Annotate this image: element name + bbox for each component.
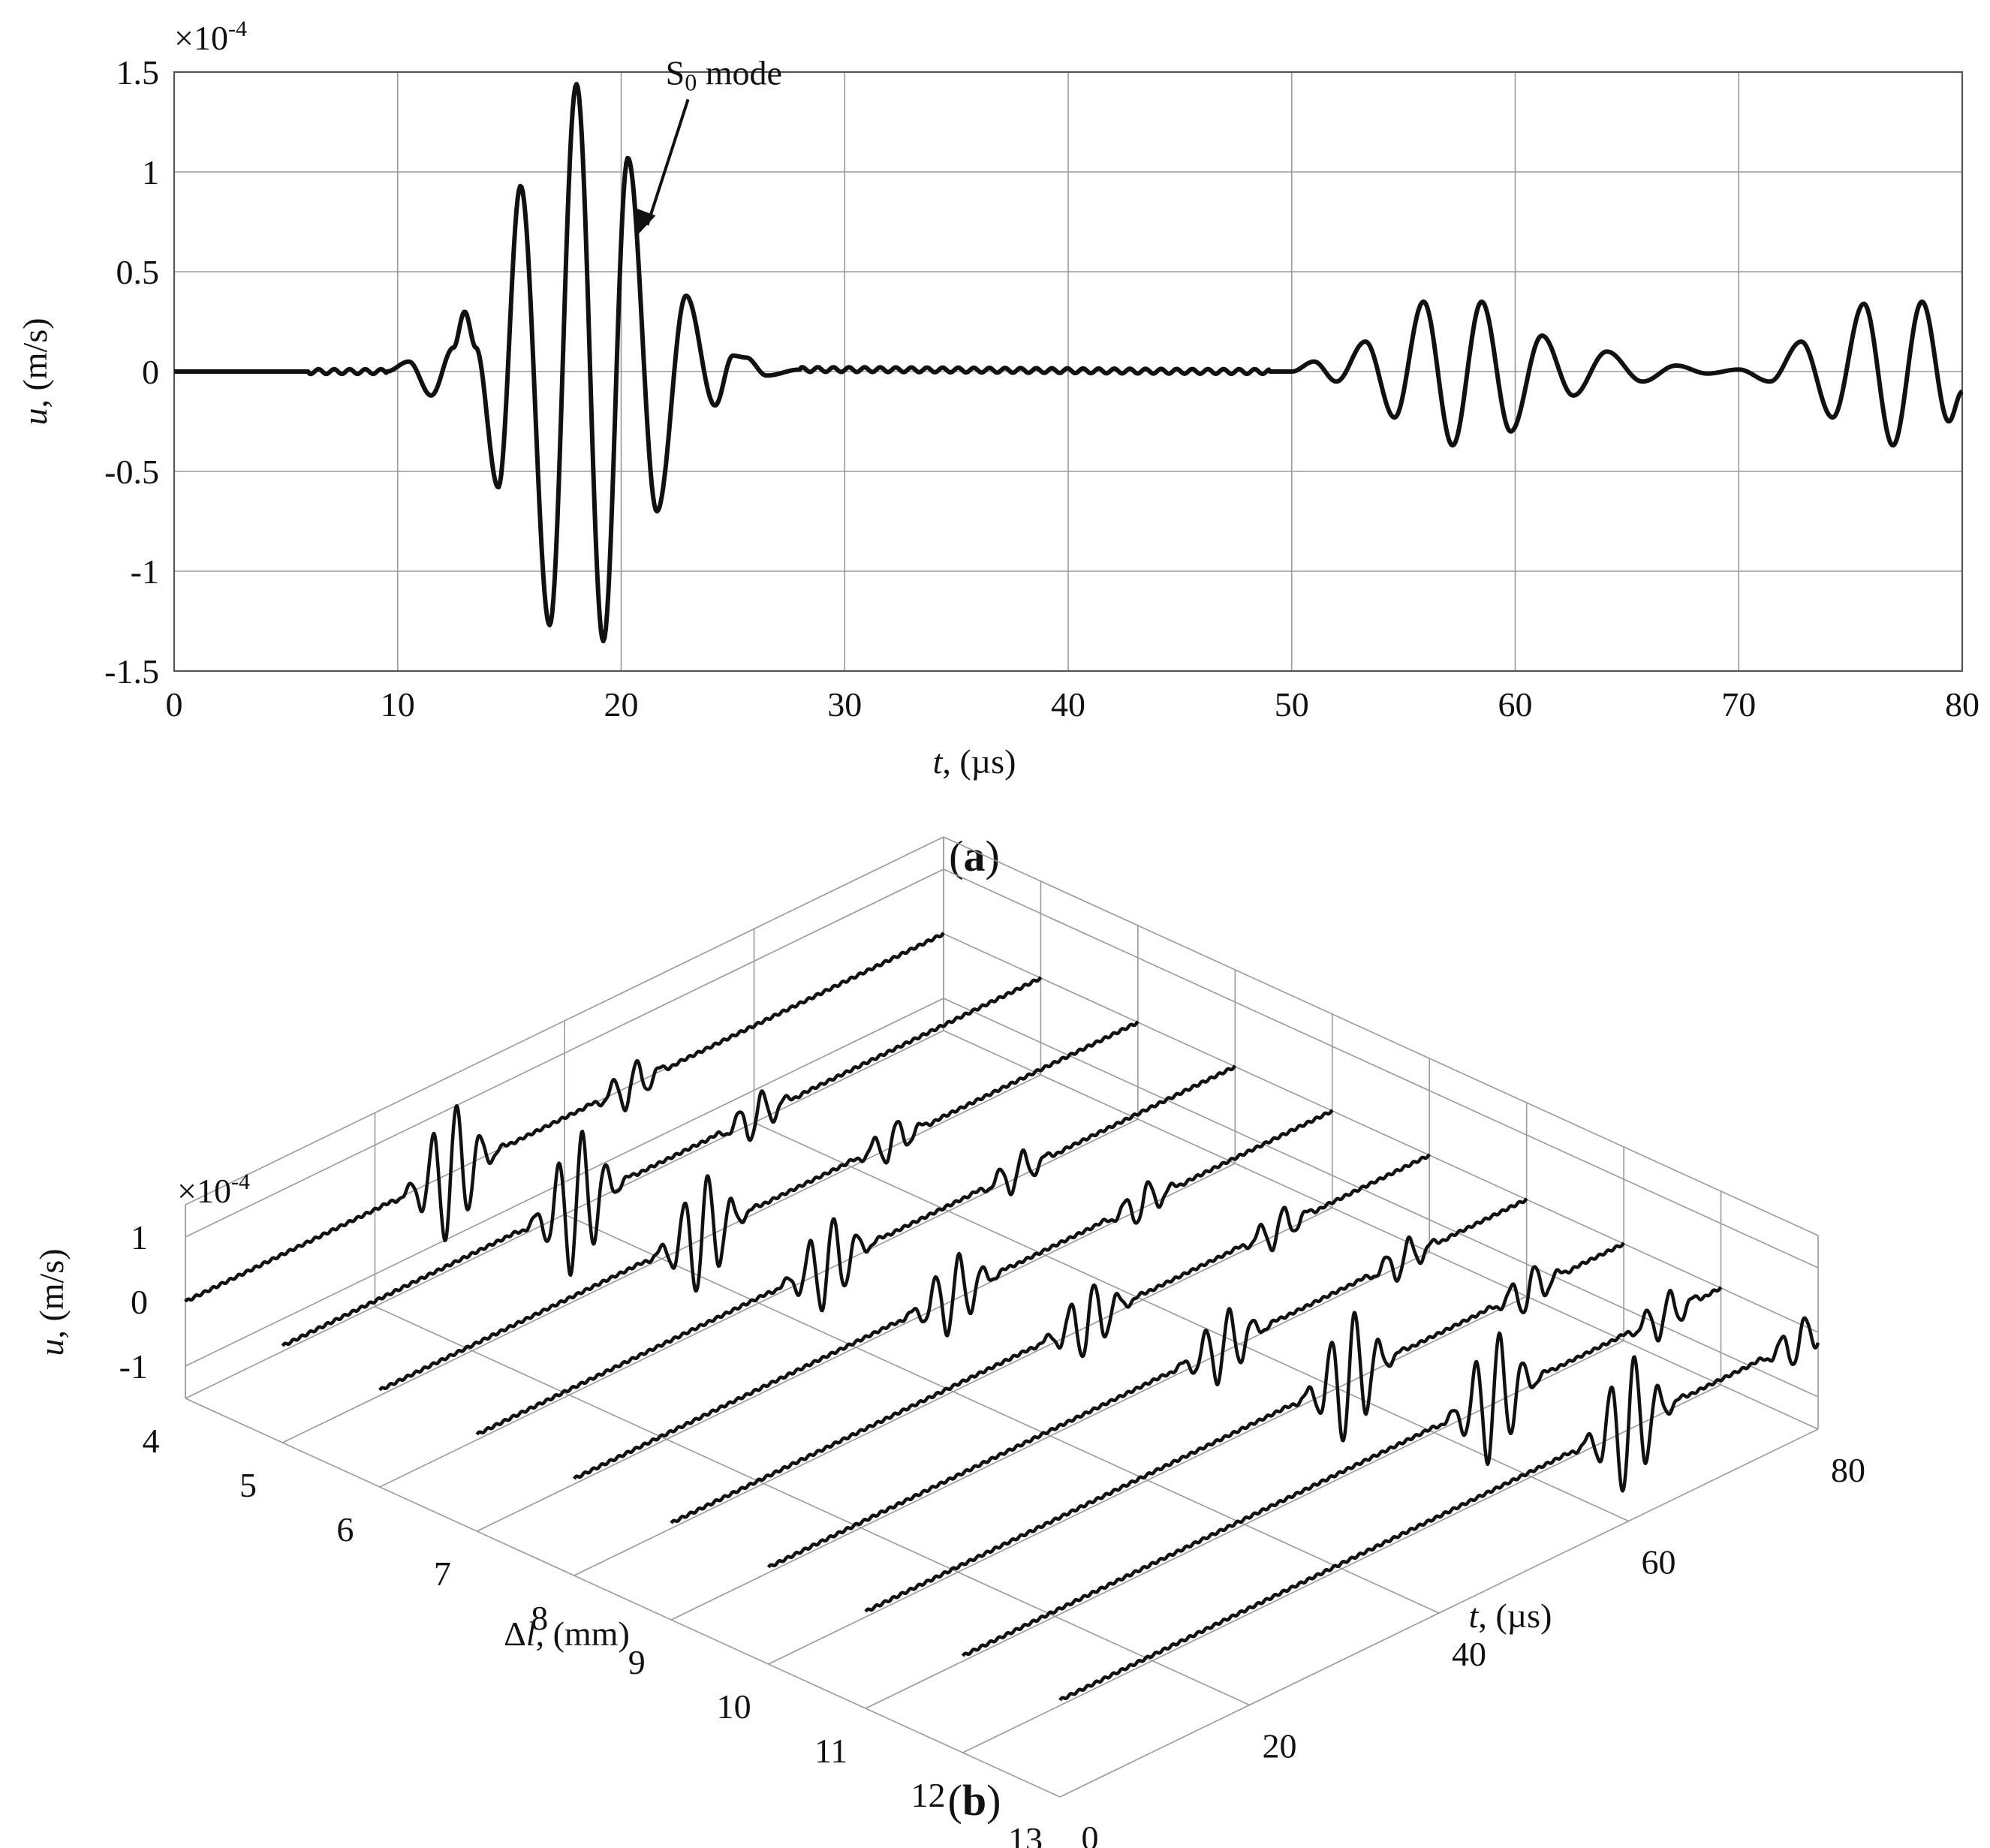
panel-a-x-tick-label: 50	[1275, 685, 1309, 724]
panel-b-trace-dl-4	[184, 932, 945, 1303]
panel-b-t-tick-label: 20	[1263, 1727, 1297, 1765]
panel-b-floor-gridline-dl	[185, 1398, 1061, 1798]
panel-a-annotation: S0 mode	[636, 53, 782, 236]
panel-a-x-tick-label: 10	[381, 685, 415, 724]
panel-a-y-multiplier: ×10-4	[174, 17, 247, 57]
panel-b-trace-dl-5	[281, 976, 1043, 1347]
panel-b-side-wall-horizontal-gridline	[943, 868, 1819, 1269]
panel-b-delta-l-tick-label: 6	[336, 1510, 354, 1549]
panel-b-trace-dl-11	[864, 1242, 1625, 1613]
annotation-arrow-line	[646, 98, 690, 226]
panel-b-u-tick-label: -1	[119, 1347, 148, 1386]
panel-b-back-wall-horizontal-gridline	[185, 998, 944, 1367]
panel-b-side-wall-horizontal-gridline	[943, 998, 1819, 1398]
panel-a-y-tick-label: 1	[142, 153, 159, 191]
panel-b-side-wall-horizontal-gridline	[943, 933, 1819, 1333]
panel-a-x-axis-label: t, (µs)	[933, 742, 1016, 781]
panel-a-series-line	[173, 82, 1964, 644]
panel-b-delta-l-tick-label: 13	[1008, 1820, 1043, 1848]
panel-b-side-wall-edge	[943, 836, 1819, 1236]
panel-a-x-tick-label: 40	[1051, 685, 1085, 724]
panel-a-x-tick-label: 70	[1721, 685, 1756, 724]
panel-b-tick-labels: 4 5 6 7 8 9 10 11 12 13 0 20 40 60 80 -1 0 1	[119, 1218, 1865, 1848]
panel-b-trace-dl-12	[961, 1286, 1723, 1657]
panel-b-trace-dl-9	[670, 1153, 1431, 1524]
panel-b-trace-dl-6	[378, 1020, 1140, 1392]
panel-b-traces	[184, 932, 1820, 1702]
panel-b-t-tick-label: 0	[1082, 1819, 1099, 1848]
panel-a-label: (a)	[949, 832, 1000, 880]
panel-a-y-axis-label: u, (m/s)	[16, 318, 54, 425]
panel-b-delta-l-tick-label: 8	[531, 1599, 548, 1637]
panel-b-t-tick-label: 80	[1831, 1451, 1865, 1489]
annotation-arrow-head	[636, 208, 656, 236]
panel-a-x-tick-label: 30	[827, 685, 862, 724]
panel-b-trace-dl-13	[1058, 1316, 1820, 1702]
panel-a-y-tick-label: 1.5	[116, 53, 160, 92]
panel-b-t-axis-label: t, (µs)	[1469, 1597, 1552, 1635]
panel-b-floor-gridline-dl	[564, 1214, 1440, 1614]
panel-a-x-tick-label: 0	[166, 685, 183, 724]
panel-a-y-tick-label: -1	[131, 552, 159, 591]
panel-a-y-tick-label: 0	[142, 353, 159, 391]
panel-b-delta-l-tick-label: 4	[143, 1422, 160, 1460]
panel-a-y-tick-label: 0.5	[116, 253, 160, 291]
panel-b-delta-l-axis-label: Δl, (mm)	[504, 1615, 630, 1653]
panel-b-u-axis-label: u, (m/s)	[32, 1248, 71, 1356]
panel-a-tick-labels: 0 10 20 30 40 50 60 70 80 -1.5 -1 -0.5 0 0.5 1 1.5	[104, 53, 1979, 724]
panel-a-y-tick-label: -0.5	[104, 453, 159, 491]
panel-a-x-tick-label: 60	[1498, 685, 1533, 724]
panel-a-x-tick-label: 80	[1945, 685, 1979, 724]
panel-b-floor-gridline-dl	[754, 1121, 1629, 1522]
panel-a-line-chart: 0 10 20 30 40 50 60 70 80 -1.5 -1 -0.5 0 0.5 1 1.5 ×10-…	[16, 17, 1979, 880]
panel-b-delta-l-tick-label: 12	[911, 1776, 946, 1814]
panel-b-delta-l-tick-label: 9	[628, 1643, 646, 1681]
panel-b-delta-l-tick-label: 10	[717, 1687, 751, 1726]
panel-b-delta-l-tick-label: 11	[814, 1732, 847, 1770]
panel-b-3d-grid	[185, 836, 1819, 1798]
panel-b-trace-dl-10	[766, 1197, 1528, 1569]
panel-b-label: (b)	[948, 1776, 1001, 1825]
panel-b-u-tick-label: 0	[131, 1283, 148, 1321]
panel-b-t-tick-label: 60	[1642, 1543, 1676, 1582]
panel-b-t-tick-label: 40	[1452, 1635, 1486, 1673]
panel-b-u-tick-label: 1	[131, 1218, 148, 1257]
panel-b-back-wall-horizontal-gridline	[185, 868, 944, 1238]
panel-b-u-multiplier: ×10-4	[177, 1169, 250, 1210]
panel-b-3d-waterfall-chart: 4 5 6 7 8 9 10 11 12 13 0 20 40 60 80 -1 0 1 ×10-4 u, (m/…	[32, 836, 1865, 1848]
panel-b-trace-dl-7	[475, 1064, 1237, 1436]
panel-a-y-tick-label: -1.5	[104, 652, 159, 691]
panel-b-delta-l-tick-label: 7	[434, 1555, 451, 1593]
panel-a-x-tick-label: 20	[604, 685, 639, 724]
panel-b-delta-l-tick-label: 5	[239, 1466, 257, 1504]
panel-b-floor-gridline-dl	[943, 1030, 1819, 1430]
annotation-s0-mode-label: S0 mode	[666, 53, 782, 95]
panel-b-floor-gridline-dl	[375, 1305, 1250, 1706]
panel-b-back-wall-edge	[185, 836, 944, 1205]
panel-b-trace-dl-8	[572, 1109, 1334, 1480]
